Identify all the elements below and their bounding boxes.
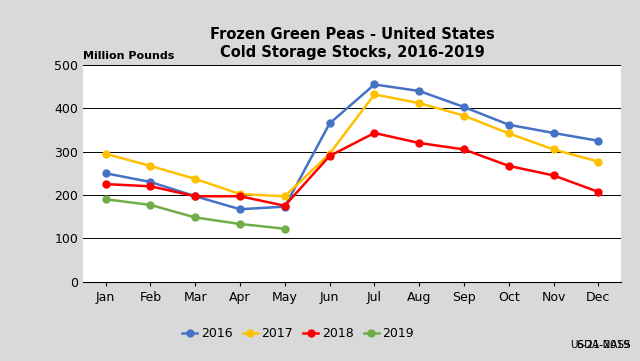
Text: 6-21-2019: 6-21-2019 [577,329,630,350]
2018 [236,194,244,199]
Line: 2017: 2017 [102,91,602,200]
2019 [191,215,199,219]
2018 [326,154,333,158]
2017 [595,160,602,164]
2018 [505,164,513,168]
2017 [505,131,513,136]
2016 [236,207,244,212]
2018 [550,173,557,178]
2018 [102,182,109,186]
2016 [550,131,557,135]
2017 [236,192,244,196]
Text: Million Pounds: Million Pounds [83,51,175,61]
2017 [460,113,468,118]
2017 [550,147,557,152]
2017 [102,152,109,156]
2016 [281,204,289,209]
2016 [415,89,423,93]
2016 [460,105,468,109]
2019 [236,222,244,226]
2016 [371,82,378,87]
2018 [460,147,468,152]
Line: 2018: 2018 [102,130,602,209]
2017 [147,164,154,168]
2018 [281,204,289,208]
2018 [415,141,423,145]
Legend: 2016, 2017, 2018, 2019: 2016, 2017, 2018, 2019 [177,322,419,345]
2017 [281,194,289,199]
2016 [595,139,602,143]
2019 [147,203,154,207]
2018 [147,184,154,188]
2016 [102,171,109,175]
Line: 2016: 2016 [102,81,602,213]
2018 [595,190,602,194]
2019 [281,227,289,231]
2017 [191,177,199,181]
2016 [326,121,333,126]
2016 [191,194,199,199]
2018 [191,194,199,199]
2017 [326,152,333,156]
2019 [102,197,109,201]
Line: 2019: 2019 [102,196,288,232]
2018 [371,131,378,135]
Title: Frozen Green Peas - United States
Cold Storage Stocks, 2016-2019: Frozen Green Peas - United States Cold S… [210,27,494,60]
2016 [147,180,154,184]
2017 [415,101,423,105]
Text: USDA-NASS: USDA-NASS [570,340,630,350]
2017 [371,92,378,97]
2016 [505,123,513,127]
